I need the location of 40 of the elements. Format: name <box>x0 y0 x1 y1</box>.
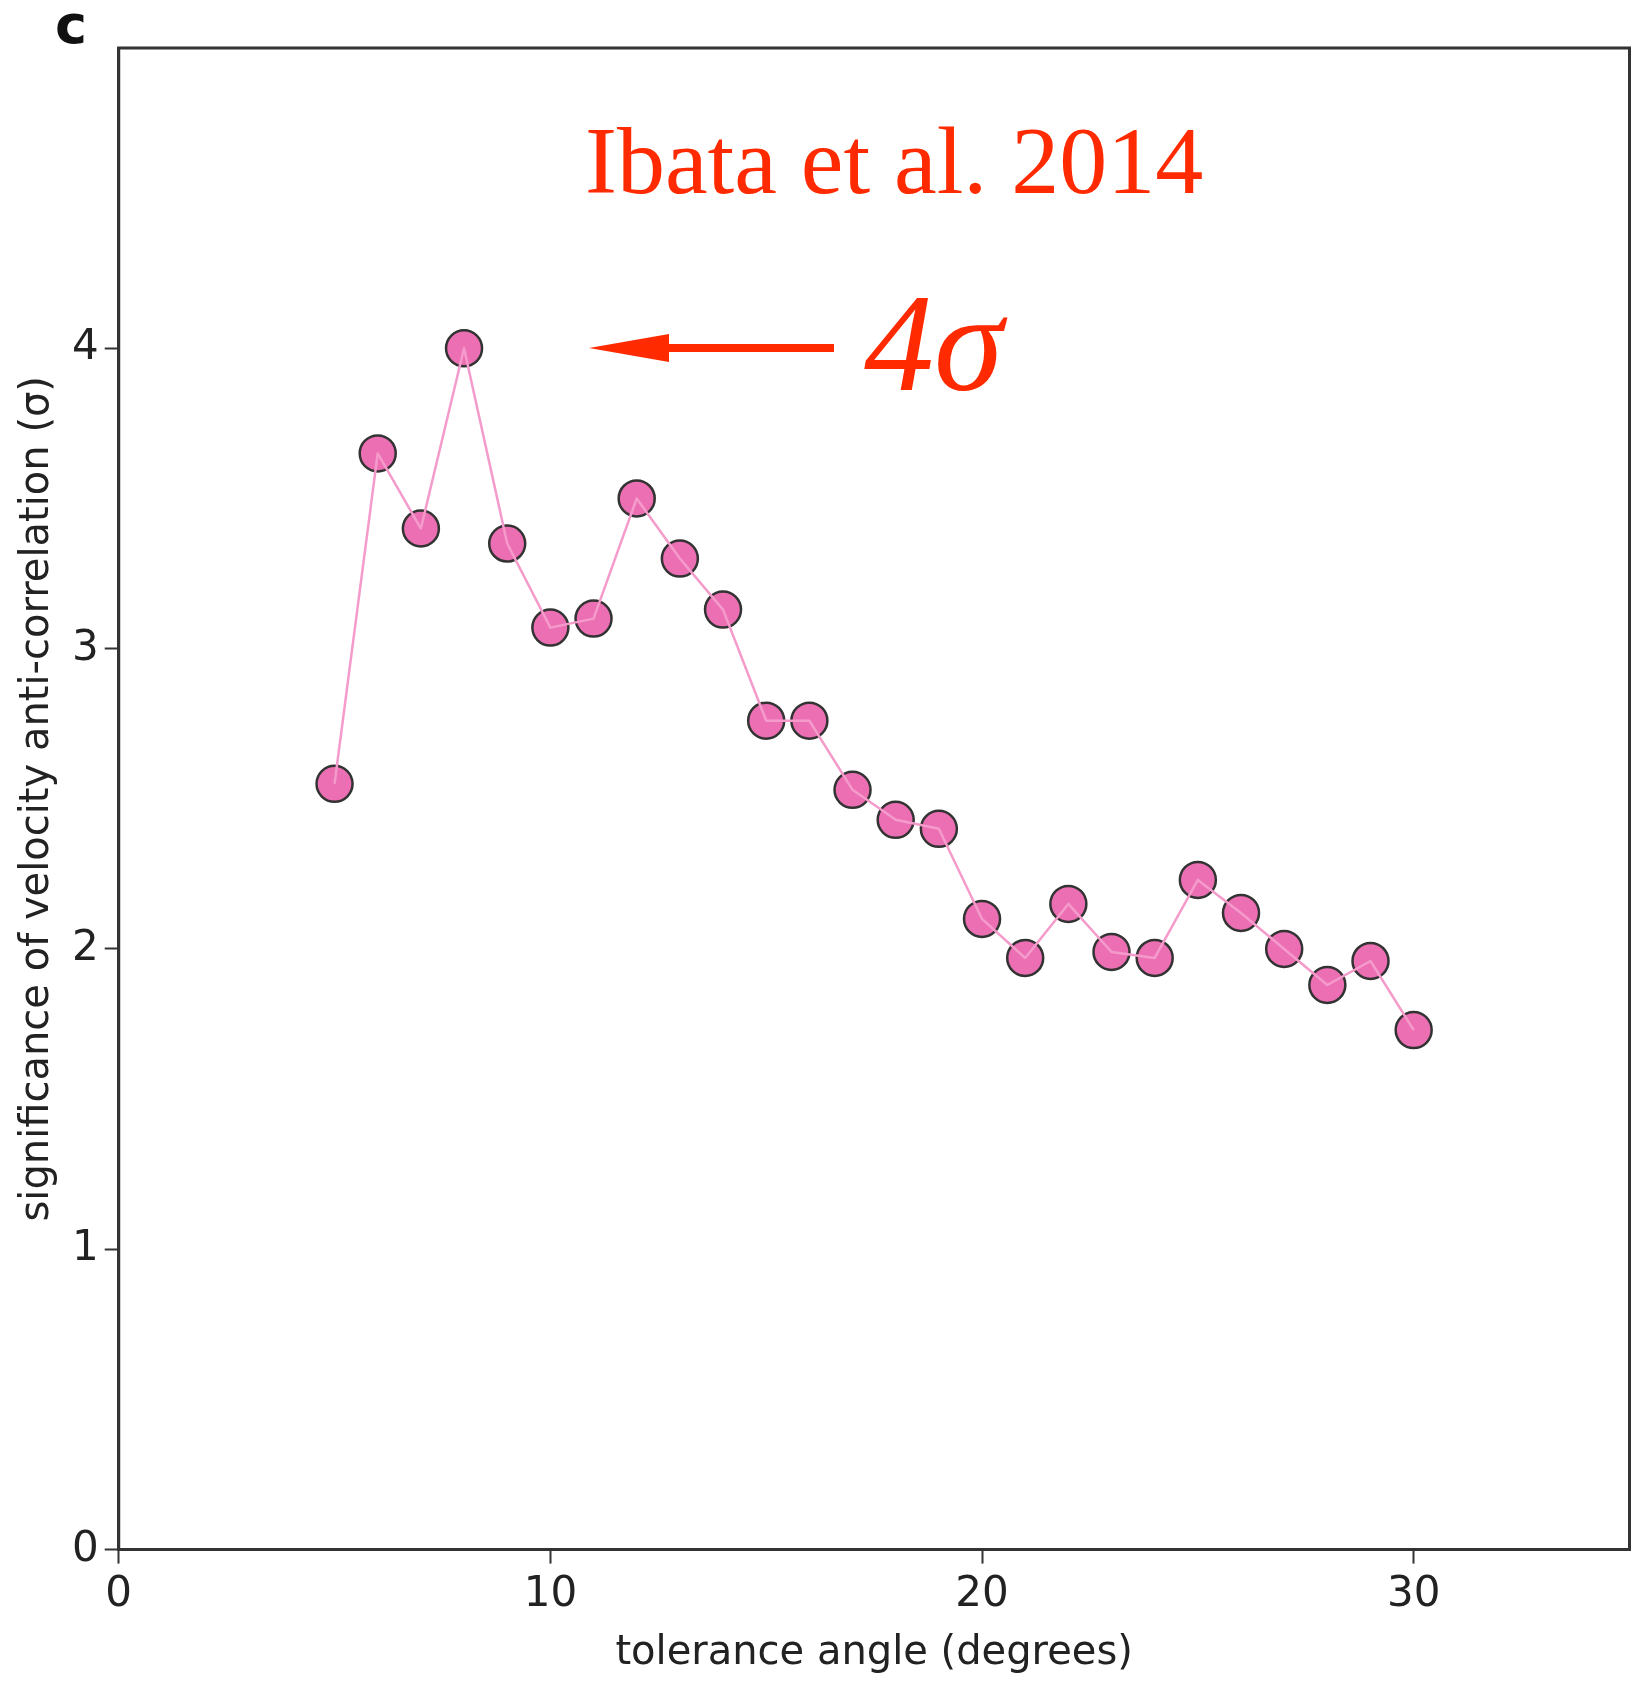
x-tick-label: 20 <box>955 1566 1009 1616</box>
point <box>1264 929 1304 969</box>
y-tick-label: 0 <box>71 1521 99 1571</box>
point <box>1178 860 1218 900</box>
x-tick-label: 0 <box>105 1566 133 1616</box>
point <box>1308 965 1347 1005</box>
point <box>833 770 872 810</box>
point <box>876 800 915 840</box>
point <box>358 434 397 473</box>
y-axis-title: significance of velocity anti-correlation (σ) <box>11 376 58 1222</box>
annotation: 4σ <box>864 265 1009 421</box>
point <box>444 329 484 368</box>
point <box>1351 941 1390 981</box>
point <box>574 599 613 638</box>
x-tick-label: 10 <box>523 1566 578 1616</box>
point <box>1049 884 1088 924</box>
point <box>962 899 1002 939</box>
point <box>919 809 959 849</box>
point <box>1221 893 1261 933</box>
y-tick-label: 1 <box>71 1221 99 1271</box>
point <box>660 539 700 578</box>
point <box>401 509 441 548</box>
point <box>617 479 656 518</box>
point <box>531 608 570 647</box>
point <box>1005 938 1045 978</box>
point <box>703 590 743 629</box>
point <box>746 701 786 740</box>
annotation: Ibata et al. 2014 <box>584 107 1204 215</box>
point <box>1092 932 1131 972</box>
point <box>315 764 354 804</box>
x-axis-title: tolerance angle (degrees) <box>615 1627 1133 1674</box>
point <box>1394 1010 1433 1050</box>
point <box>487 524 527 563</box>
point <box>1135 938 1174 978</box>
y-tick-label: 3 <box>71 620 99 670</box>
x-tick-label: 30 <box>1386 1566 1441 1616</box>
y-tick-label: 2 <box>71 920 99 970</box>
text: c <box>55 0 88 57</box>
y-tick-label: 4 <box>71 320 99 370</box>
point <box>790 701 829 740</box>
